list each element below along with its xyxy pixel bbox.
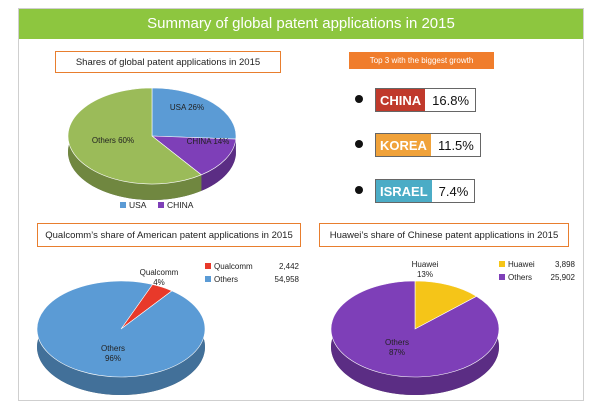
data-label-others: 87%: [389, 348, 405, 357]
data-label-others: Others 60%: [92, 136, 134, 145]
legend-value-qualcomm: 2,442: [279, 262, 300, 271]
pie-slice-usa: [151, 87, 237, 140]
growth-country: ISRAEL: [376, 180, 433, 202]
data-label-huawei: 13%: [417, 270, 433, 279]
growth-country: KOREA: [376, 134, 432, 156]
chart3-title: Huawei’s share of Chinese patent applica…: [319, 223, 569, 247]
data-label-usa: USA 26%: [170, 103, 204, 112]
infographic-frame: Summary of global patent applications in…: [18, 8, 584, 401]
bullet-icon: [355, 140, 363, 148]
chart3-legend: Huawei 3,898 Others 25,902: [499, 260, 576, 282]
legend-label-qualcomm: Qualcomm: [214, 262, 253, 271]
legend-label-china: CHINA: [167, 200, 194, 210]
growth-value: 16.8%: [432, 92, 470, 108]
data-label-qualcomm: 4%: [153, 278, 165, 287]
pie-slice-china: [151, 135, 237, 176]
data-label-others: Others: [385, 338, 409, 347]
growth-country: CHINA: [376, 89, 427, 111]
pie-slice-others: [330, 280, 500, 378]
legend-label-others: Others: [508, 273, 532, 282]
pie-side-others: [68, 88, 202, 200]
pie-global-shares: USA 26% CHINA 14% Others 60%: [67, 87, 237, 200]
bullet-icon: [355, 186, 363, 194]
legend-value-huawei: 3,898: [555, 260, 576, 269]
growth-value: 7.4%: [438, 183, 469, 199]
legend-swatch-china: [158, 202, 164, 208]
legend-swatch-others: [499, 274, 505, 280]
growth-title: Top 3 with the biggest growth: [349, 52, 494, 69]
chart2-legend: Qualcomm 2,442 Others 54,958: [205, 262, 300, 284]
legend-swatch-usa: [120, 202, 126, 208]
chart1-svg: USA 26% CHINA 14% Others 60% USA CHINA: [67, 87, 237, 210]
data-label-others: Others: [101, 344, 125, 353]
data-label-others: 96%: [105, 354, 121, 363]
bullet-icon: [355, 95, 363, 103]
chart1-title: Shares of global patent applications in …: [55, 51, 281, 73]
legend-label-usa: USA: [129, 200, 147, 210]
data-label-china: CHINA 14%: [187, 137, 230, 146]
growth-value: 11.5%: [437, 137, 474, 153]
growth-item-israel: ISRAEL 7.4%: [375, 179, 476, 203]
pie-slice-huawei: [414, 280, 478, 330]
legend-label-others: Others: [214, 275, 238, 284]
growth-item-korea: KOREA 11.5%: [375, 133, 481, 157]
pie-slice-others: [36, 280, 206, 378]
growth-item-china: CHINA 16.8%: [375, 88, 477, 112]
chart1-legend: USA CHINA: [120, 200, 194, 210]
chart2-title: Qualcomm’s share of American patent appl…: [37, 223, 301, 247]
legend-label-huawei: Huawei: [508, 260, 535, 269]
data-label-qualcomm: Qualcomm: [140, 268, 179, 277]
legend-swatch-huawei: [499, 261, 505, 267]
legend-swatch-others: [205, 276, 211, 282]
pie-side-china: [201, 139, 236, 191]
legend-value-others: 54,958: [275, 275, 300, 284]
banner-title: Summary of global patent applications in…: [19, 9, 583, 39]
pie-slice-others: [67, 87, 202, 185]
legend-swatch-qualcomm: [205, 263, 211, 269]
legend-value-others: 25,902: [551, 273, 576, 282]
data-label-huawei: Huawei: [412, 260, 439, 269]
